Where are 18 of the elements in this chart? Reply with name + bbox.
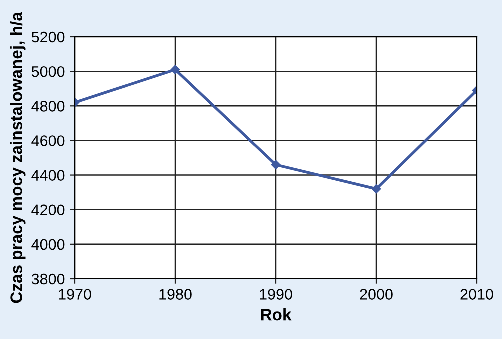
y-tick-label: 5200: [32, 32, 65, 43]
x-tick-label: 2000: [360, 289, 393, 300]
x-tick-label: 1970: [59, 289, 92, 300]
x-tick-label: 1990: [260, 289, 292, 300]
y-tick-label: 5000: [32, 66, 65, 78]
x-axis-title: Rok: [261, 308, 292, 321]
point: [170, 65, 180, 74]
y-tick-label: 4600: [32, 136, 65, 146]
x-tick-label: 2010: [460, 289, 494, 300]
x-tick-label: 1980: [160, 289, 192, 300]
y-tick-label: 4400: [32, 170, 65, 181]
y-axis-title: Czas pracy mocy zainstalowanej, h/a: [10, 12, 26, 304]
y-tick-label: 3800: [32, 274, 65, 285]
y-tick-label: 4800: [32, 101, 65, 112]
y-tick-label: 4000: [32, 239, 65, 250]
y-tick-label: 4200: [32, 204, 65, 216]
point: [372, 184, 382, 194]
point: [271, 160, 281, 170]
